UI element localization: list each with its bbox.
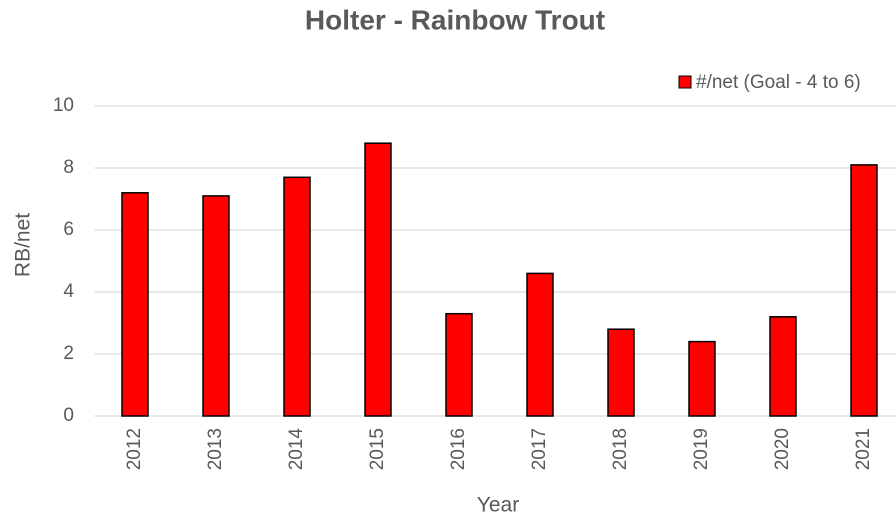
y-tick-label: 8: [63, 157, 74, 178]
x-tick-label: 2015: [367, 428, 388, 470]
x-tick-label: 2014: [286, 428, 307, 471]
x-tick-label: 2016: [448, 428, 469, 470]
bar: [364, 142, 392, 417]
bar: [121, 192, 149, 417]
x-axis-label: Year: [477, 494, 519, 517]
bar: [526, 272, 554, 417]
bar: [445, 312, 473, 417]
y-tick-label: 10: [53, 95, 74, 116]
bar: [850, 164, 878, 417]
bar: [769, 316, 797, 417]
bar: [607, 328, 635, 417]
bar: [688, 340, 716, 417]
legend-swatch: [678, 75, 692, 89]
legend-label: #/net (Goal - 4 to 6): [696, 72, 861, 93]
x-tick-label: 2012: [124, 428, 145, 470]
y-tick-label: 2: [63, 343, 74, 364]
x-tick-label: 2019: [691, 428, 712, 470]
x-tick-label: 2017: [529, 428, 550, 470]
bar: [202, 195, 230, 417]
y-tick-label: 6: [63, 219, 74, 240]
x-tick-label: 2018: [610, 428, 631, 470]
y-tick-label: 4: [63, 281, 74, 302]
y-axis-label: RB/net: [12, 213, 35, 277]
y-tick-label: 0: [63, 405, 74, 426]
x-tick-label: 2020: [772, 428, 793, 470]
bar: [283, 176, 311, 417]
x-tick-label: 2013: [205, 428, 226, 470]
chart-title: Holter - Rainbow Trout: [305, 4, 605, 35]
x-tick-label: 2021: [853, 428, 874, 470]
